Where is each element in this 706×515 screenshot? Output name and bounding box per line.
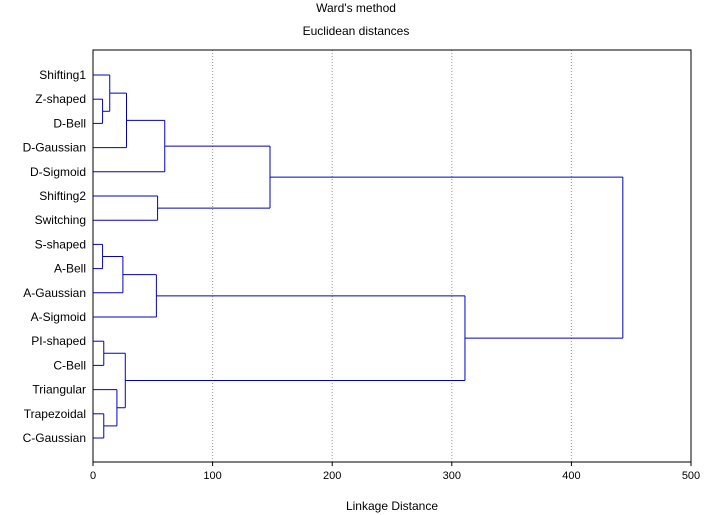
leaf-label: A-Sigmoid	[31, 310, 86, 324]
leaf-label: Trapezoidal	[24, 407, 86, 421]
leaf-label: Shifting2	[39, 189, 86, 203]
leaf-label: Shifting1	[39, 68, 86, 82]
leaf-label: C-Gaussian	[23, 431, 86, 445]
leaf-label: C-Bell	[53, 358, 86, 372]
leaf-label: Triangular	[32, 383, 86, 397]
leaf-label: Switching	[35, 213, 86, 227]
x-axis-ticks: 0 100 200 300 400 500	[90, 462, 700, 482]
x-tick-label: 100	[203, 470, 221, 482]
plot-frame	[92, 49, 692, 463]
chart-title: Ward's method	[316, 1, 396, 15]
leaf-label: PI-shaped	[31, 334, 86, 348]
x-tick-label: 400	[562, 470, 580, 482]
dendrogram-links	[93, 74, 624, 439]
leaf-label: A-Gaussian	[23, 286, 86, 300]
x-tick-label: 500	[682, 470, 700, 482]
x-tick-label: 300	[443, 470, 461, 482]
leaf-label: D-Sigmoid	[30, 165, 86, 179]
leaf-label: A-Bell	[54, 262, 86, 276]
x-tick-label: 200	[323, 470, 341, 482]
leaf-label: S-shaped	[35, 237, 86, 251]
chart-subtitle: Euclidean distances	[303, 24, 410, 38]
leaf-label: D-Bell	[53, 116, 86, 130]
x-axis-label: Linkage Distance	[346, 499, 438, 513]
grid-lines	[212, 50, 572, 462]
x-tick-label: 0	[90, 470, 96, 482]
leaf-label: Z-shaped	[35, 92, 86, 106]
leaf-label: D-Gaussian	[23, 141, 86, 155]
leaf-labels: Shifting1 Z-shaped D-Bell D-Gaussian D-Sigmo…	[23, 68, 87, 445]
